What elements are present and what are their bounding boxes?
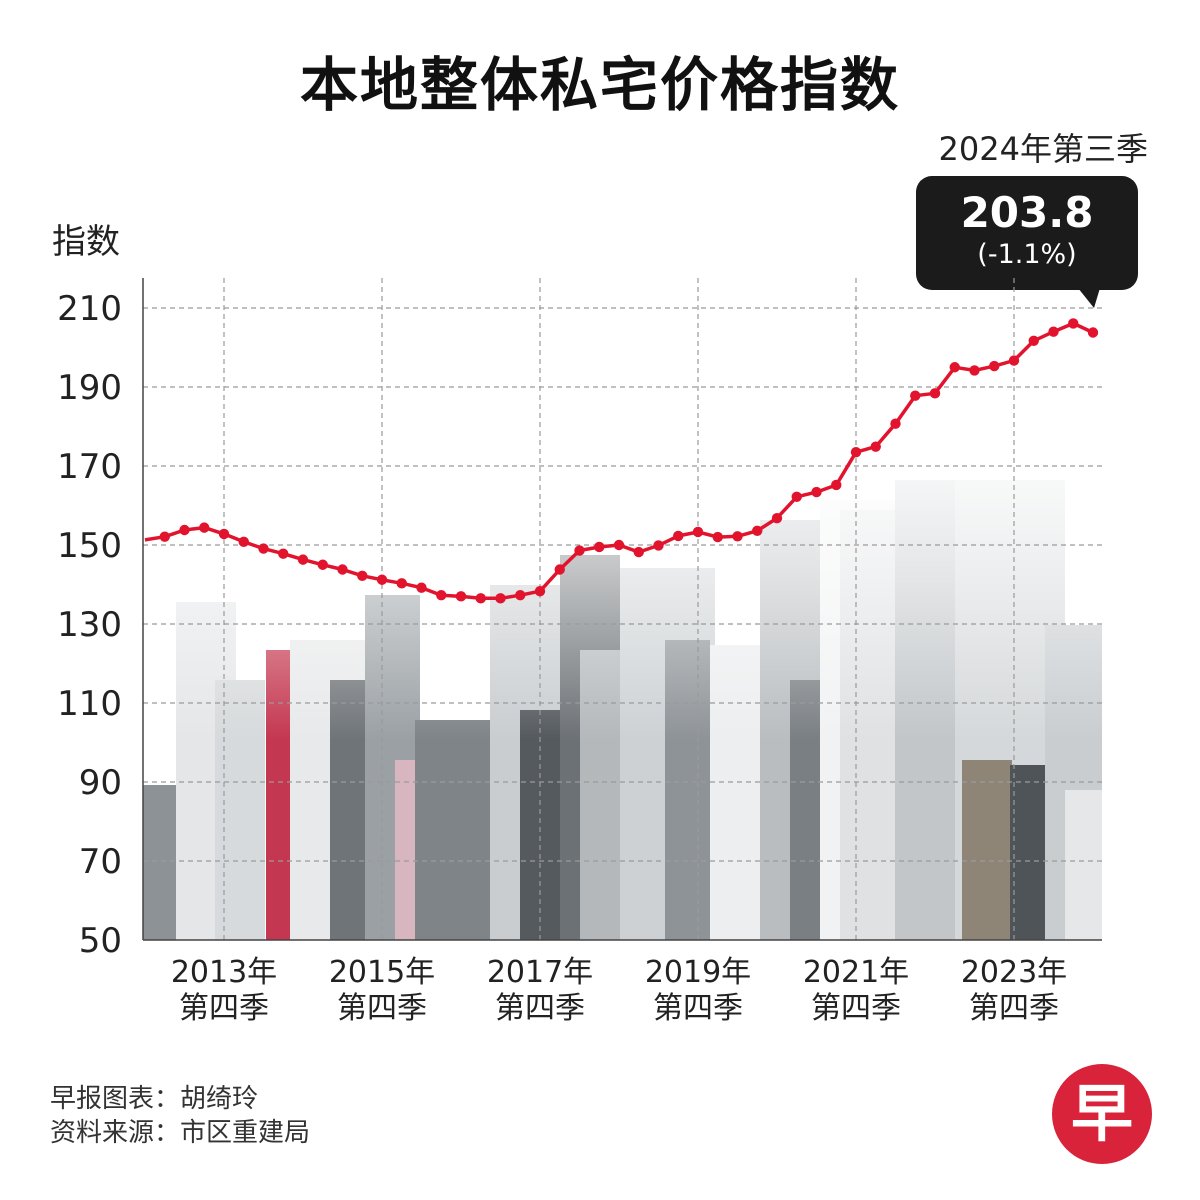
data-point: [594, 541, 605, 553]
data-point: [1068, 318, 1079, 329]
data-point: [416, 582, 427, 593]
data-point: [1008, 355, 1020, 366]
data-point: [455, 591, 467, 602]
data-point: [653, 540, 664, 551]
callout-date: 2024年第三季: [938, 130, 1148, 168]
x-tick-label-quarter: 第四季: [495, 991, 585, 1026]
data-point: [870, 441, 881, 452]
y-tick-label: 170: [57, 447, 122, 487]
x-tick-label-year: 2019年: [645, 955, 751, 990]
data-point: [475, 593, 486, 604]
y-tick-label: 50: [79, 921, 122, 961]
data-point: [791, 491, 802, 503]
axes: [142, 278, 1102, 941]
skyline-fade: [143, 420, 1102, 740]
data-point: [317, 559, 328, 570]
x-tick-label-year: 2015年: [329, 955, 435, 990]
data-point: [771, 512, 783, 524]
data-point: [692, 526, 704, 538]
y-tick-label: 130: [57, 605, 122, 645]
y-ticks: 210 190 170 150 130 110 90 70 50: [57, 289, 122, 961]
y-tick-label: 190: [57, 368, 122, 408]
callout-box: 203.8 (-1.1%): [916, 176, 1138, 290]
data-point: [376, 574, 388, 585]
callout-value: 203.8: [960, 188, 1094, 237]
y-tick-label: 150: [57, 526, 122, 566]
footer-source: 资料来源：市区重建局: [50, 1118, 311, 1148]
building: [962, 760, 1012, 940]
x-tick-label-year: 2021年: [803, 955, 909, 990]
data-point: [199, 522, 210, 533]
chart-title: 本地整体私宅价格指数: [299, 51, 900, 119]
data-point: [752, 525, 763, 536]
data-point: [989, 360, 1000, 372]
y-tick-label: 110: [57, 684, 122, 724]
data-point: [673, 530, 684, 542]
building: [1065, 790, 1102, 940]
data-point: [850, 446, 862, 458]
data-point: [969, 365, 980, 376]
data-point: [949, 362, 960, 373]
data-point: [179, 524, 190, 536]
x-tick-label-quarter: 第四季: [811, 991, 901, 1026]
footer-credit: 早报图表：胡绮玲: [50, 1084, 259, 1114]
data-point: [811, 486, 822, 498]
data-point: [890, 418, 901, 429]
grid: [143, 278, 1102, 940]
data-point: [159, 531, 170, 542]
data-point: [238, 536, 249, 548]
y-tick-label: 70: [79, 842, 122, 882]
y-tick-label: 90: [79, 763, 122, 803]
data-point: [515, 589, 526, 601]
data-point: [396, 578, 407, 589]
data-point: [495, 593, 506, 604]
data-point: [1048, 326, 1059, 337]
data-point: [574, 545, 585, 556]
x-tick-label-quarter: 第四季: [179, 991, 269, 1026]
x-ticks: 2013年第四季2015年第四季2017年第四季2019年第四季2021年第四季…: [171, 955, 1067, 1026]
data-point: [831, 479, 842, 491]
series: [144, 318, 1099, 604]
y-axis-label: 指数: [52, 222, 120, 262]
data-point: [534, 586, 546, 597]
callout-pointer: [1078, 288, 1100, 308]
x-tick-label-year: 2013年: [171, 955, 277, 990]
data-point: [554, 564, 565, 575]
data-point: [1087, 327, 1099, 338]
data-point: [929, 388, 941, 399]
data-point: [613, 539, 625, 551]
footer: 早报图表：胡绮玲 资料来源：市区重建局: [50, 1082, 310, 1150]
data-point: [337, 564, 348, 575]
data-point: [258, 543, 269, 554]
x-tick-label-quarter: 第四季: [653, 991, 743, 1026]
x-tick-label-year: 2023年: [961, 955, 1067, 990]
data-point: [712, 531, 723, 543]
data-point: [732, 531, 743, 542]
data-point: [297, 554, 309, 565]
x-tick-label-quarter: 第四季: [337, 991, 427, 1026]
zaobao-logo: 早: [1052, 1064, 1152, 1164]
data-point: [436, 589, 447, 601]
data-point: [278, 548, 289, 559]
data-point: [633, 546, 644, 558]
data-point: [1028, 335, 1039, 346]
x-tick-label-year: 2017年: [487, 955, 593, 990]
data-point: [218, 528, 230, 540]
y-tick-label: 210: [57, 289, 122, 329]
x-tick-label-quarter: 第四季: [969, 991, 1059, 1026]
callout-change: (-1.1%): [977, 239, 1077, 270]
data-point: [910, 390, 921, 401]
data-point: [357, 570, 368, 582]
